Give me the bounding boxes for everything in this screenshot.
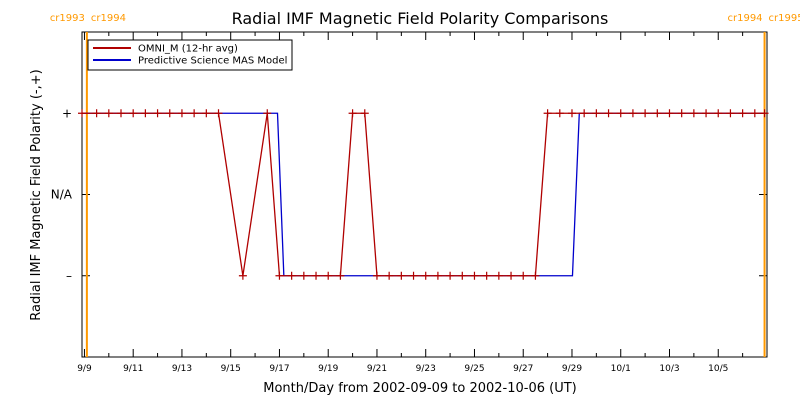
data-point-omni xyxy=(702,109,711,118)
data-point-omni xyxy=(312,271,321,280)
data-point-omni xyxy=(628,109,637,118)
x-tick-label: 10/1 xyxy=(611,364,631,374)
legend-box xyxy=(87,39,293,71)
data-point-omni xyxy=(287,271,296,280)
data-point-omni xyxy=(689,109,698,118)
data-point-omni xyxy=(299,271,308,280)
x-tick-label: 9/11 xyxy=(123,364,143,374)
data-point-omni xyxy=(348,109,357,118)
data-point-omni xyxy=(726,109,735,118)
data-point-omni xyxy=(507,271,516,280)
data-point-omni xyxy=(446,271,455,280)
data-point-omni xyxy=(385,271,394,280)
data-point-omni xyxy=(567,109,576,118)
legend-entry-label: Predictive Science MAS Model xyxy=(138,56,287,67)
data-point-omni xyxy=(92,109,101,118)
data-point-omni xyxy=(141,109,150,118)
x-tick-label: 9/29 xyxy=(562,364,582,374)
x-tick-label: 9/17 xyxy=(269,364,289,374)
data-point-omni xyxy=(555,109,564,118)
data-point-omni xyxy=(202,109,211,118)
x-axis-label: Month/Day from 2002-09-09 to 2002-10-06 … xyxy=(263,381,576,396)
x-tick-label: 10/3 xyxy=(659,364,679,374)
data-point-omni xyxy=(760,109,769,118)
data-point-omni xyxy=(592,109,601,118)
data-point-omni xyxy=(604,109,613,118)
data-point-omni xyxy=(372,271,381,280)
data-point-omni xyxy=(458,271,467,280)
rotation-label-after: cr1995 xyxy=(769,13,800,24)
data-point-omni xyxy=(677,109,686,118)
x-tick-label: 9/23 xyxy=(416,364,436,374)
rotation-label-before: cr1994 xyxy=(727,13,762,24)
data-point-omni xyxy=(324,271,333,280)
data-point-omni xyxy=(665,109,674,118)
data-point-omni xyxy=(641,109,650,118)
data-point-omni xyxy=(153,109,162,118)
y-axis-label: Radial IMF Magnetic Field Polarity (-,+) xyxy=(29,69,44,320)
legend-entry-label: OMNI_M (12-hr avg) xyxy=(138,44,238,55)
chart-title: Radial IMF Magnetic Field Polarity Compa… xyxy=(232,9,609,28)
data-point-omni xyxy=(738,109,747,118)
x-tick-label: 9/9 xyxy=(77,364,92,374)
plot-area: 9/9 9/11 9/13 9/15 9/17 9/19 9/21 9/23 9/25 9/27 9… xyxy=(50,13,800,374)
y-tick-label: + xyxy=(62,106,72,120)
y-tick-label: N/A xyxy=(51,188,73,202)
data-point-omni xyxy=(543,109,552,118)
x-tick-label: 9/25 xyxy=(464,364,484,374)
plot-frame xyxy=(81,31,768,358)
x-tick-label: 10/5 xyxy=(708,364,728,374)
data-point-omni xyxy=(750,109,759,118)
data-point-omni xyxy=(433,271,442,280)
data-point-omni xyxy=(177,109,186,118)
data-point-omni xyxy=(531,271,540,280)
data-point-omni xyxy=(409,271,418,280)
data-point-omni xyxy=(482,271,491,280)
data-point-omni xyxy=(470,271,479,280)
data-point-omni xyxy=(117,109,126,118)
x-tick-label: 9/15 xyxy=(221,364,241,374)
series-line-omni xyxy=(82,112,765,277)
data-point-omni xyxy=(263,109,272,118)
rotation-label-after: cr1994 xyxy=(91,13,126,24)
rotation-label-before: cr1993 xyxy=(50,13,85,24)
data-point-omni xyxy=(421,271,430,280)
data-point-omni xyxy=(653,109,662,118)
data-point-omni xyxy=(519,271,528,280)
data-point-omni xyxy=(616,109,625,118)
data-point-omni xyxy=(360,109,369,118)
data-point-omni xyxy=(275,271,284,280)
x-tick-label: 9/21 xyxy=(367,364,387,374)
x-tick-label: 9/19 xyxy=(318,364,338,374)
series-line-mas xyxy=(82,112,765,277)
x-tick-label: 9/13 xyxy=(172,364,192,374)
data-point-omni xyxy=(336,271,345,280)
y-tick-label: – xyxy=(66,269,72,283)
data-point-omni xyxy=(714,109,723,118)
data-point-omni xyxy=(397,271,406,280)
legend: OMNI_M (12-hr avg)Predictive Science MAS… xyxy=(87,39,293,71)
data-point-omni xyxy=(165,109,174,118)
data-point-omni xyxy=(494,271,503,280)
data-point-omni xyxy=(214,109,223,118)
data-point-omni xyxy=(580,109,589,118)
data-point-omni xyxy=(238,271,247,280)
data-point-omni xyxy=(190,109,199,118)
data-point-omni xyxy=(104,109,113,118)
data-point-omni xyxy=(78,109,86,118)
x-tick-label: 9/27 xyxy=(513,364,533,374)
data-point-omni xyxy=(129,109,138,118)
